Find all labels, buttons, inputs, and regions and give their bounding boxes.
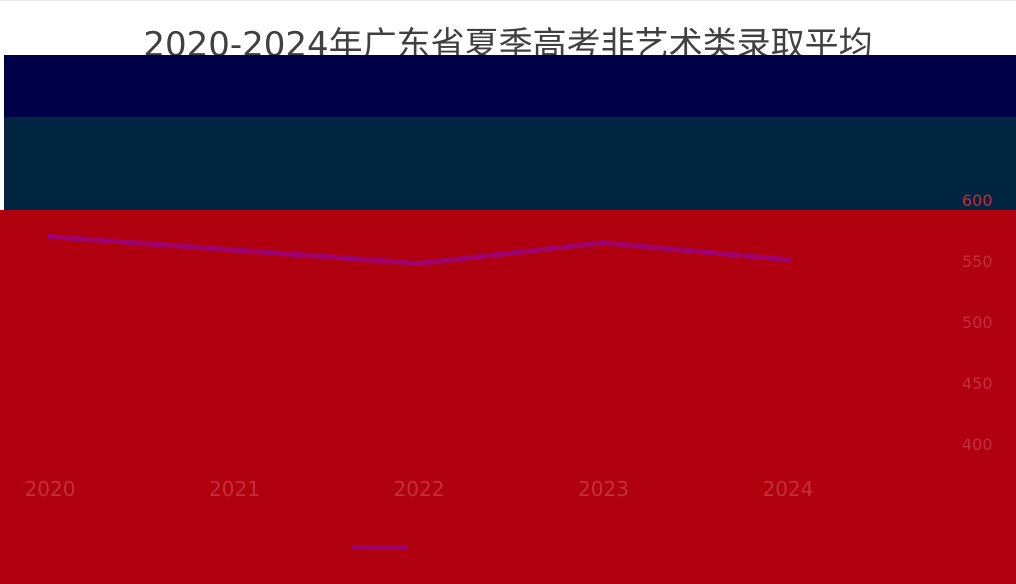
x-tick-label: 2023 (578, 477, 629, 501)
y-tick-label: 450 (962, 374, 993, 393)
data-point (785, 256, 791, 263)
data-point (47, 233, 53, 240)
y-tick-label: 400 (962, 435, 993, 454)
y-tick-label: 600 (962, 191, 993, 210)
series-line (47, 234, 791, 266)
x-tick-label: 2022 (394, 477, 445, 501)
teal-band (4, 117, 1016, 210)
x-tick-label: 2020 (25, 477, 76, 501)
legend (352, 532, 418, 562)
legend-swatch (352, 544, 408, 550)
navy-band (4, 55, 1016, 117)
y-tick-label: 500 (962, 313, 993, 332)
data-point (416, 260, 422, 267)
x-tick-label: 2024 (763, 477, 814, 501)
plot-area-background (0, 210, 1016, 584)
data-point (600, 239, 607, 246)
x-tick-label: 2021 (209, 477, 260, 501)
y-tick-label: 550 (962, 252, 993, 271)
data-point (231, 247, 238, 254)
